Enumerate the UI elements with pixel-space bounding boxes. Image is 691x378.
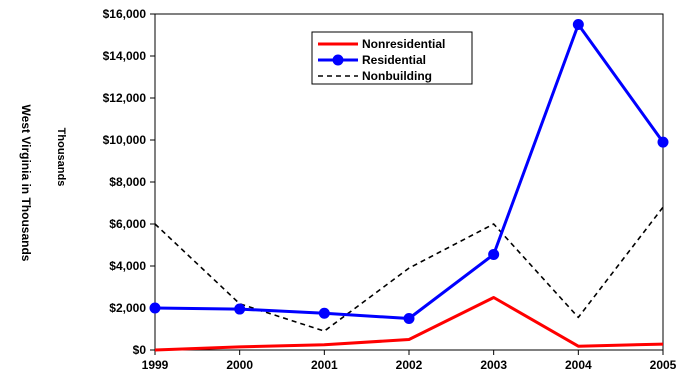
series-residential-point bbox=[234, 303, 246, 315]
x-tick-label: 1999 bbox=[142, 358, 169, 372]
y-axis-title: West Virginia in Thousands bbox=[19, 105, 33, 262]
y-tick-label: $10,000 bbox=[103, 133, 147, 147]
series-residential-point bbox=[657, 136, 669, 148]
series-residential-point bbox=[318, 307, 330, 319]
series-residential-point bbox=[403, 313, 415, 324]
y-tick-label: $8,000 bbox=[109, 175, 146, 189]
y-tick-label: $0 bbox=[133, 343, 147, 357]
series-residential-point bbox=[572, 19, 584, 30]
series-nonbuilding-line bbox=[154, 206, 664, 332]
x-tick-label: 2004 bbox=[565, 358, 592, 372]
x-tick-label: 2000 bbox=[226, 358, 253, 372]
y-tick-label: $14,000 bbox=[103, 49, 147, 63]
legend-nonresidential-label: Nonresidential bbox=[362, 37, 445, 51]
series-residential-point bbox=[488, 248, 500, 260]
series-nonresidential-line bbox=[154, 296, 664, 352]
y-tick-label: $4,000 bbox=[109, 259, 146, 273]
legend-residential-marker bbox=[332, 54, 344, 66]
x-tick-label: 2005 bbox=[650, 358, 677, 372]
y-axis-subtitle: Thousands bbox=[55, 128, 67, 187]
series-residential-point bbox=[149, 302, 161, 314]
x-tick-label: 2003 bbox=[480, 358, 507, 372]
x-tick-label: 2001 bbox=[311, 358, 338, 372]
y-tick-label: $12,000 bbox=[103, 91, 147, 105]
x-tick-label: 2002 bbox=[396, 358, 423, 372]
legend-residential-label: Residential bbox=[362, 53, 426, 67]
legend-nonbuilding-label: Nonbuilding bbox=[362, 69, 432, 83]
y-tick-label: $6,000 bbox=[109, 217, 146, 231]
y-tick-label: $16,000 bbox=[103, 7, 147, 21]
y-tick-label: $2,000 bbox=[109, 301, 146, 315]
